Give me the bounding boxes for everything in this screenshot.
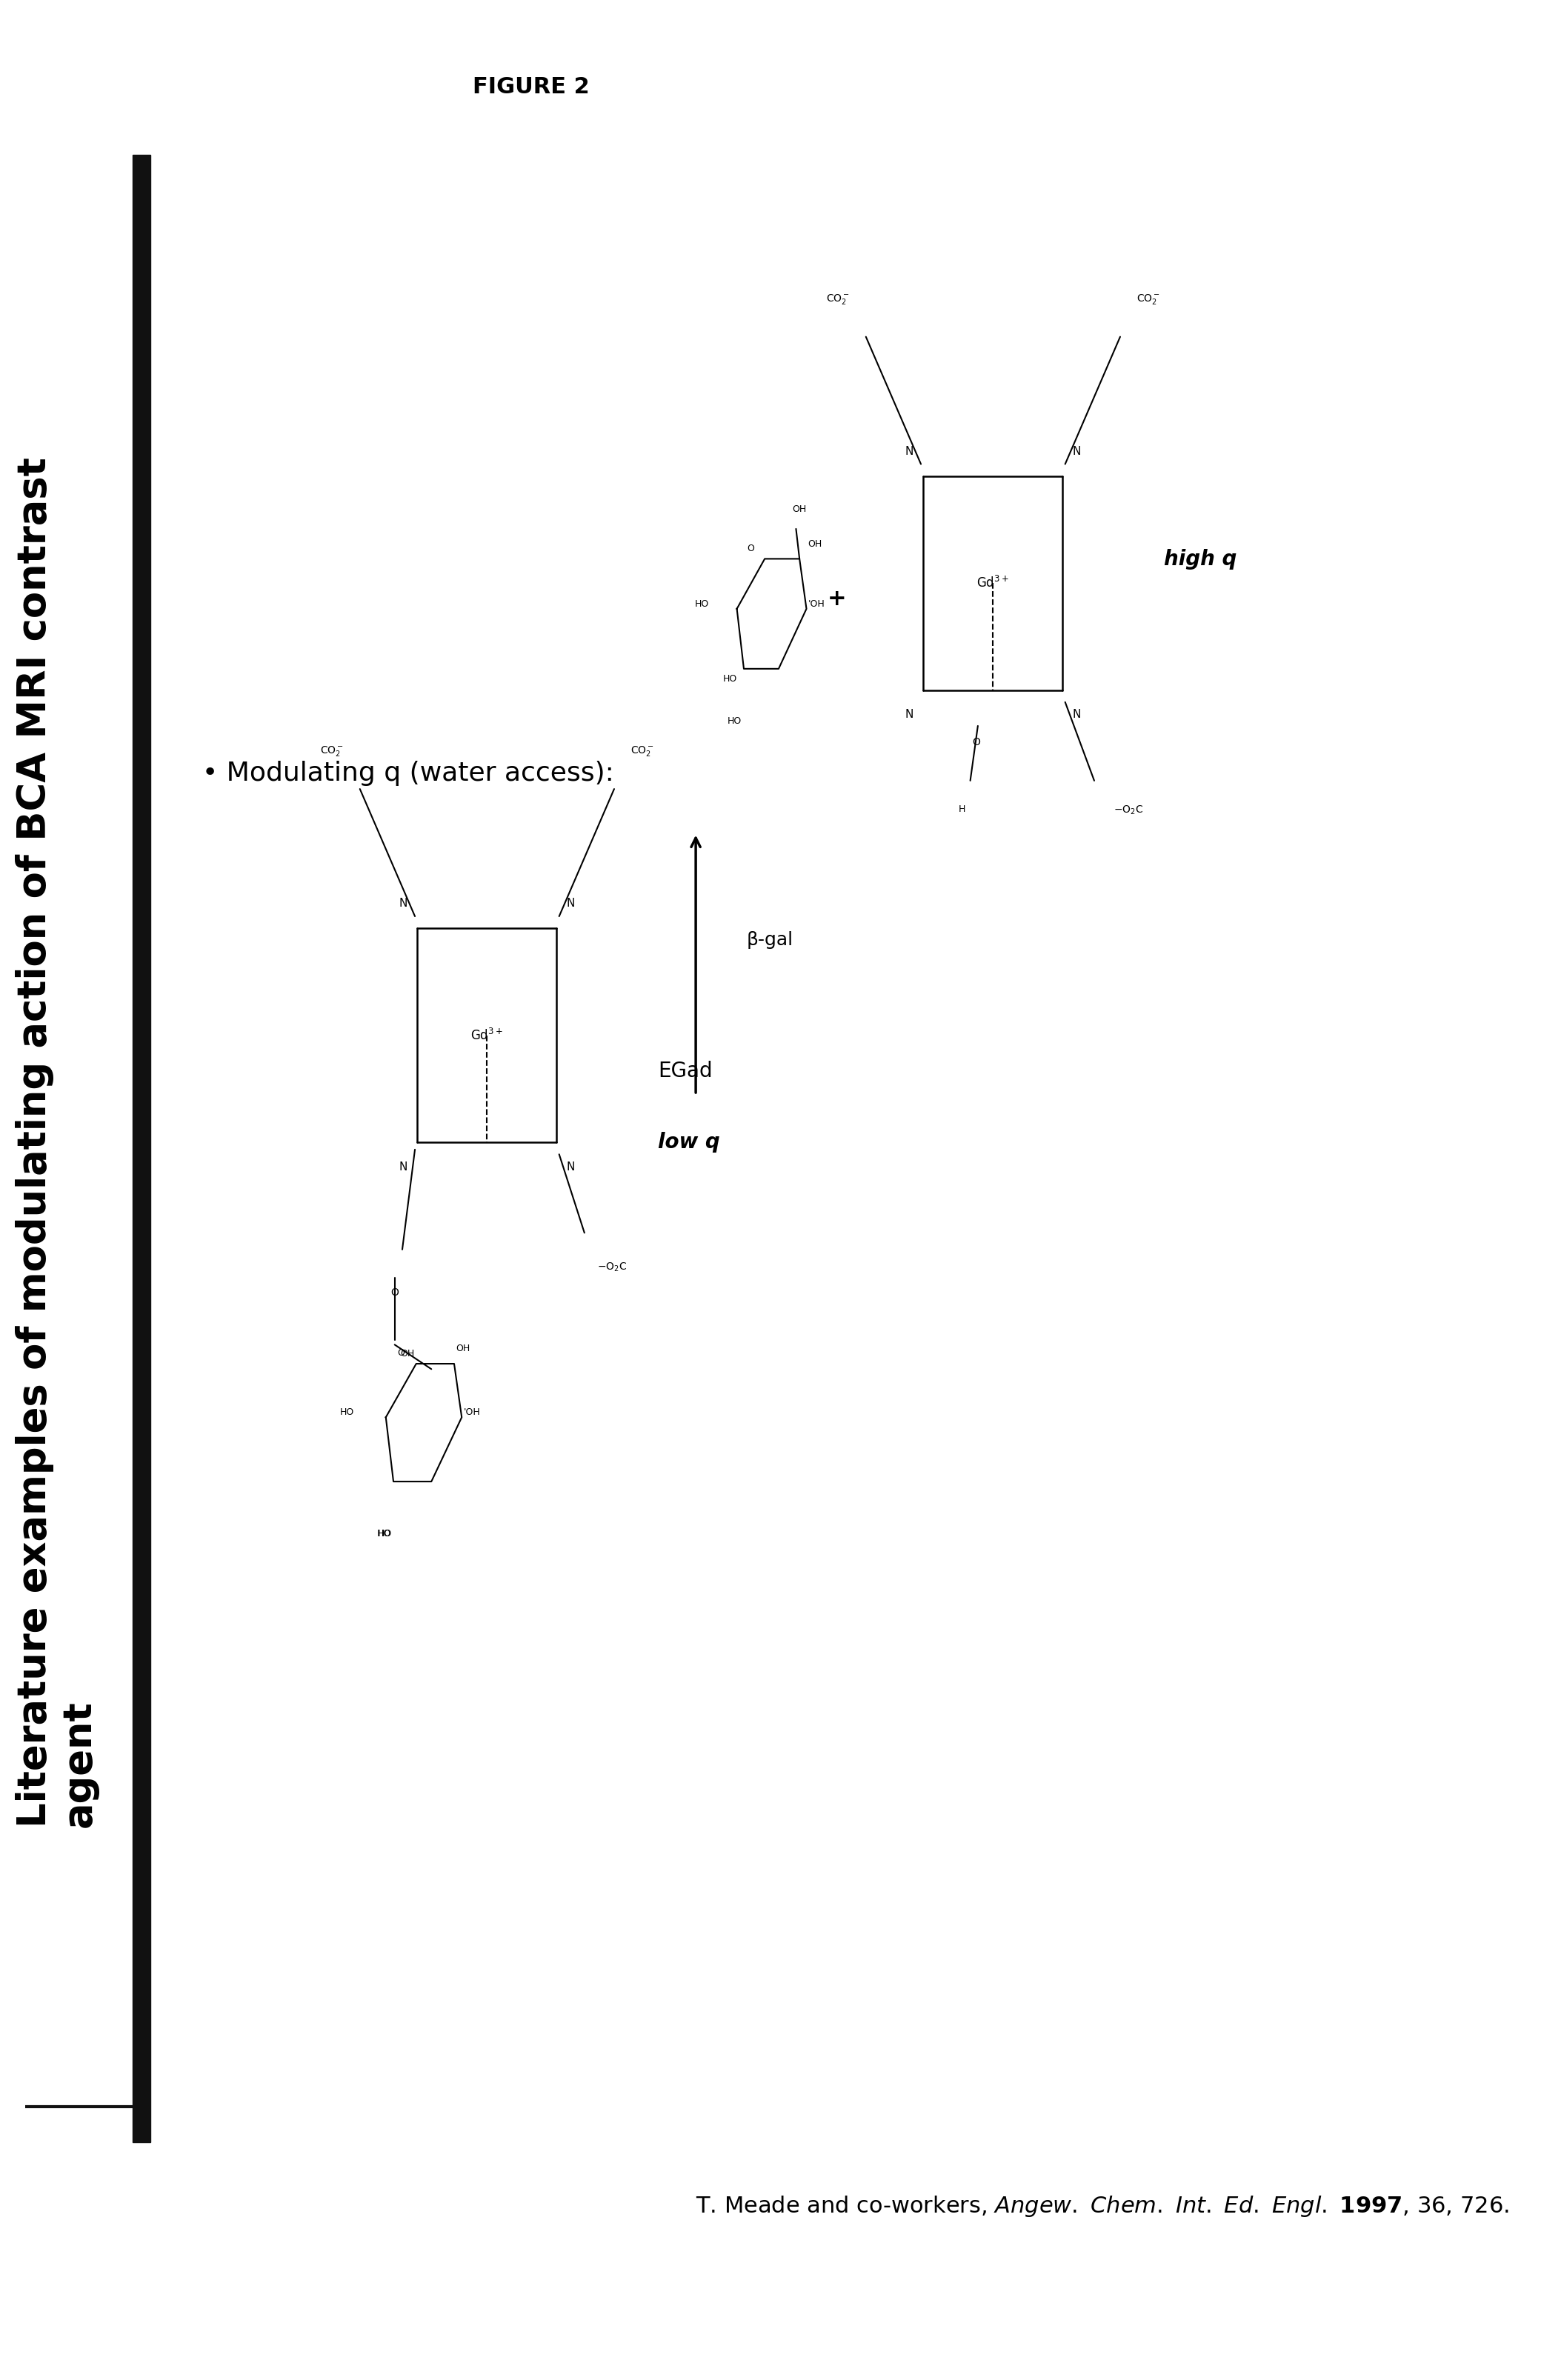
Text: • Modulating q (water access):: • Modulating q (water access): xyxy=(202,762,615,785)
Text: O: O xyxy=(747,545,755,555)
Text: N: N xyxy=(905,445,914,457)
Text: HO: HO xyxy=(695,600,709,609)
Text: HO: HO xyxy=(378,1530,391,1540)
Text: EGad: EGad xyxy=(658,1061,712,1081)
Text: N: N xyxy=(399,1161,407,1173)
Text: $-$O$_2$C: $-$O$_2$C xyxy=(1113,804,1143,816)
Text: N: N xyxy=(567,897,575,909)
Text: 'OH: 'OH xyxy=(807,600,824,609)
Text: +: + xyxy=(828,588,846,609)
Text: 'OH: 'OH xyxy=(464,1407,481,1416)
Text: high q: high q xyxy=(1163,550,1237,569)
Text: T. Meade and co-workers, $\it{Angew.\ Chem.\ Int.\ Ed.\ Engl.}$ $\bf{1997}$, 36,: T. Meade and co-workers, $\it{Angew.\ Ch… xyxy=(695,2194,1509,2218)
Text: Gd$^{3+}$: Gd$^{3+}$ xyxy=(977,576,1009,590)
Text: HO: HO xyxy=(378,1528,391,1540)
Text: N: N xyxy=(567,1161,575,1173)
Text: FIGURE 2: FIGURE 2 xyxy=(473,76,590,98)
Text: CO$_2^-$: CO$_2^-$ xyxy=(321,745,344,757)
Text: H: H xyxy=(959,804,965,814)
Text: N: N xyxy=(1073,445,1082,457)
Bar xyxy=(133,155,151,2142)
Text: OH: OH xyxy=(456,1342,470,1354)
Text: O: O xyxy=(398,1347,405,1359)
Text: HO: HO xyxy=(341,1407,354,1416)
Text: N: N xyxy=(1073,709,1082,721)
Text: HO: HO xyxy=(723,674,737,683)
Text: HO: HO xyxy=(727,716,741,726)
Text: N: N xyxy=(905,709,914,721)
Text: OH: OH xyxy=(792,505,807,514)
Text: CO$_2^-$: CO$_2^-$ xyxy=(1137,293,1160,305)
Text: OH: OH xyxy=(807,540,821,550)
Text: N: N xyxy=(399,897,407,909)
Text: O: O xyxy=(391,1288,399,1297)
Text: Literature examples of modulating action of BCA MRI contrast
agent: Literature examples of modulating action… xyxy=(15,457,99,1828)
Text: OH: OH xyxy=(401,1349,415,1359)
Text: $-$O$_2$C: $-$O$_2$C xyxy=(596,1261,627,1273)
Text: O: O xyxy=(972,738,980,747)
Text: β-gal: β-gal xyxy=(746,931,794,950)
Text: Gd$^{3+}$: Gd$^{3+}$ xyxy=(472,1028,504,1042)
Text: CO$_2^-$: CO$_2^-$ xyxy=(826,293,849,305)
Text: low q: low q xyxy=(658,1133,720,1152)
Text: CO$_2^-$: CO$_2^-$ xyxy=(630,745,653,757)
